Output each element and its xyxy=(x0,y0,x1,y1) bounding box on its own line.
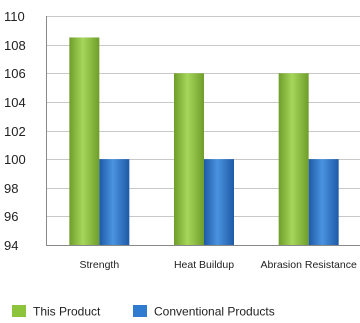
bar-conventional-products-heat-buildup xyxy=(204,159,234,245)
bar-this-product-abrasion-resistance xyxy=(278,73,309,245)
legend-label: Conventional Products xyxy=(154,305,275,319)
legend-swatch-this-product xyxy=(12,305,26,317)
legend-label: This Product xyxy=(33,305,101,319)
y-tick-label: 106 xyxy=(4,66,26,81)
x-category-label: Heat Buildup xyxy=(174,259,234,271)
x-axis-categories: Strength Heat Buildup Abrasion Resistance xyxy=(79,259,356,271)
x-category-label: Strength xyxy=(79,259,119,271)
y-tick-label: 96 xyxy=(4,209,18,224)
x-category-label: Abrasion Resistance xyxy=(261,259,357,271)
y-tick-label: 108 xyxy=(4,38,26,53)
y-tick-label: 110 xyxy=(4,9,25,24)
y-tick-label: 102 xyxy=(4,124,26,139)
bar-this-product-heat-buildup xyxy=(174,73,204,245)
y-tick-label: 94 xyxy=(4,238,18,253)
y-axis-ticks: 94 96 98 100 102 104 106 108 110 xyxy=(4,9,26,253)
y-tick-label: 98 xyxy=(4,181,18,196)
legend: This Product Conventional Products xyxy=(12,305,275,319)
bar-this-product-strength xyxy=(69,37,100,245)
legend-swatch-conventional-products xyxy=(133,305,147,317)
y-tick-label: 100 xyxy=(4,152,26,167)
bar-conventional-products-strength xyxy=(99,159,130,245)
y-tick-label: 104 xyxy=(4,95,26,110)
bars xyxy=(69,37,339,245)
bar-conventional-products-abrasion-resistance xyxy=(308,159,339,245)
